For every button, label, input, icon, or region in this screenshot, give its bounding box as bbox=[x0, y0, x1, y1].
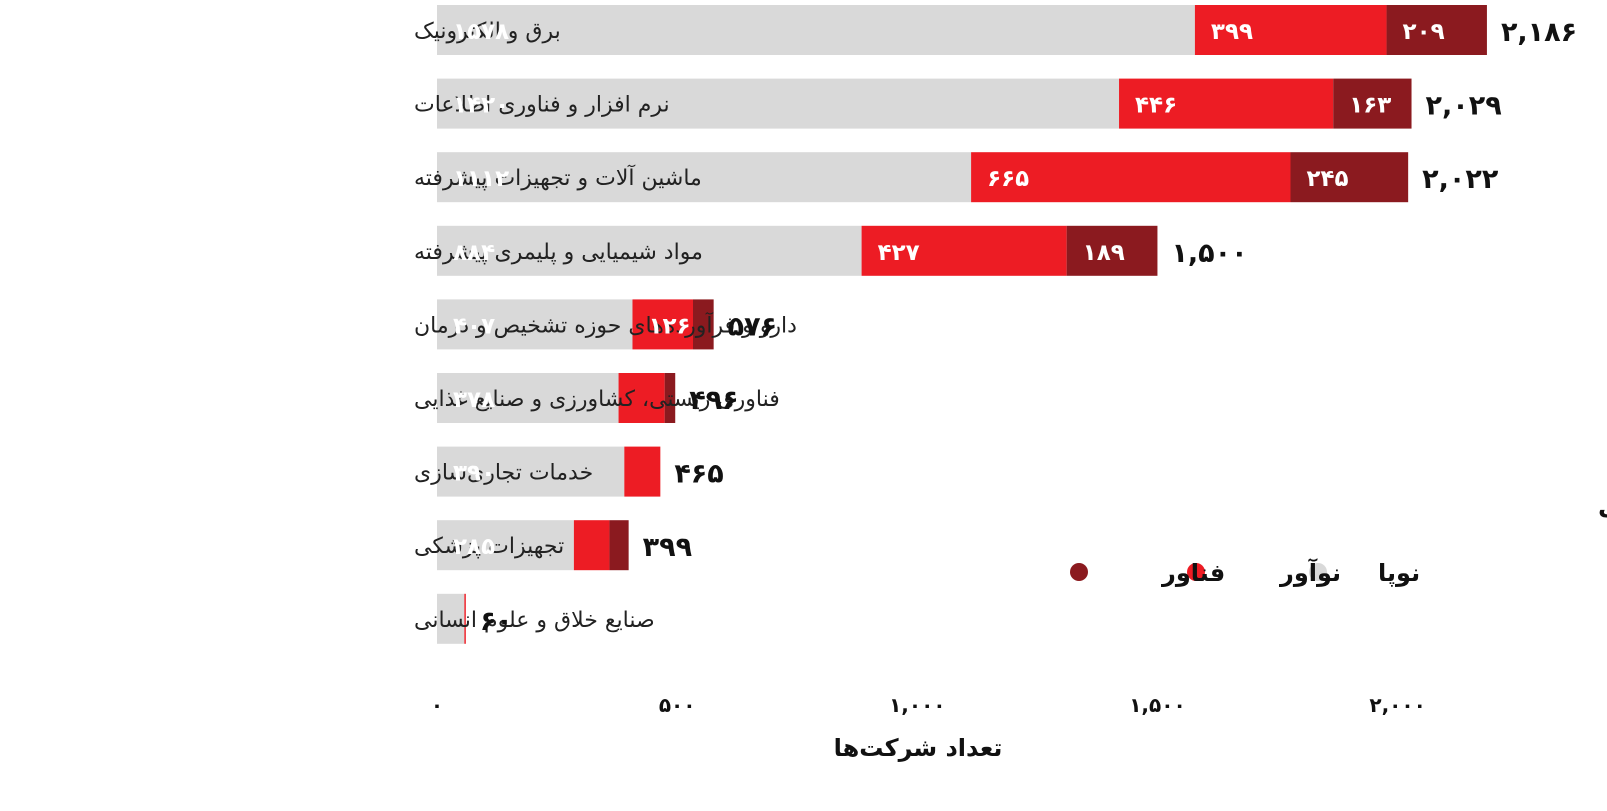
bar-segment bbox=[437, 593, 465, 644]
segment-value-label: ۶۶۵ bbox=[987, 166, 1029, 192]
bar-segment bbox=[437, 446, 625, 497]
segment-value-label: ۱۸۹ bbox=[1083, 240, 1125, 266]
segment-value-label: ۱۱۱۲ bbox=[453, 166, 509, 192]
legend-label: نوپا bbox=[1378, 559, 1420, 587]
x-axis: ۰ ۵۰۰ ۱,۰۰۰ ۱,۵۰۰ ۲,۰۰۰ bbox=[431, 693, 1426, 717]
bar-segment bbox=[1194, 5, 1387, 55]
bar-segment bbox=[437, 373, 619, 423]
x-tick-label: ۰ bbox=[431, 693, 443, 717]
legend-swatch bbox=[1070, 563, 1088, 581]
total-value-label: ۲,۰۲۹ bbox=[1426, 91, 1502, 122]
legend-label: فناور bbox=[1161, 559, 1225, 587]
segment-value-label: ۴۴۶ bbox=[1135, 93, 1177, 119]
bar-segment bbox=[1119, 78, 1334, 129]
legend-swatch bbox=[1309, 563, 1327, 581]
bar-segment bbox=[437, 78, 1120, 129]
total-value-label: ۳۹۹ bbox=[643, 532, 692, 563]
bar-segment bbox=[664, 373, 676, 423]
total-value-label: ۴۹۶ bbox=[689, 385, 738, 416]
total-value-label: ۵۷۶ bbox=[728, 311, 777, 342]
category-label: خدمات تجاری‌سازی bbox=[414, 461, 593, 486]
segment-value-label: ۲۸۵ bbox=[453, 534, 495, 560]
segment-value-label: ۱۴۲۰ bbox=[453, 93, 509, 119]
bar-segment bbox=[632, 299, 693, 350]
x-tick-label: ۱,۰۰۰ bbox=[889, 693, 945, 717]
x-tick-label: ۱,۵۰۰ bbox=[1129, 693, 1185, 717]
bar-segment bbox=[1386, 5, 1487, 55]
category-label: دارو و فرآورده‌های حوزه تشخیص و درمان bbox=[414, 311, 797, 338]
segment-value-label: ۱۵۷۸ bbox=[453, 19, 509, 45]
bar-segment bbox=[971, 152, 1291, 203]
category-label: نرم افزار و فناوری اطلاعات bbox=[414, 93, 670, 118]
segment-value-label: ۳۹۹ bbox=[1211, 19, 1253, 45]
segment-value-label: ۳۹۰ bbox=[453, 461, 495, 487]
bar-segment bbox=[464, 593, 466, 644]
segment-value-label: ۲۴۵ bbox=[1306, 166, 1348, 192]
bar-segment bbox=[693, 299, 714, 350]
segment-value-label: ۴۲۷ bbox=[878, 240, 920, 266]
bar-segment bbox=[437, 5, 1195, 55]
segment-value-label: ۳۷۸ bbox=[453, 387, 495, 413]
total-value-label: ۶۰ bbox=[480, 606, 513, 637]
category-label: برق و الکترونیک bbox=[414, 19, 561, 44]
total-value-label: ۲,۱۸۶ bbox=[1501, 17, 1577, 48]
category-label: ماشین آلات و تجهیزات پیشرفته bbox=[414, 164, 702, 191]
bar-segment bbox=[609, 520, 629, 571]
category-label: صنایع خلاق و علوم انسانی bbox=[414, 608, 655, 633]
total-value-label: ۱,۵۰۰ bbox=[1171, 238, 1247, 269]
bar-segment bbox=[624, 446, 661, 497]
x-axis-title: تعداد شرکت‌ها bbox=[834, 734, 1003, 762]
chart-title: تعداد شرکت‌های دانش‌بنیان به تفکیک حوزه‌… bbox=[1598, 492, 1607, 522]
bars-layer bbox=[437, 5, 1487, 644]
bar-segment bbox=[437, 152, 972, 203]
bar-segment bbox=[573, 520, 610, 571]
legend-swatch bbox=[1187, 563, 1205, 581]
bar-segment bbox=[861, 225, 1067, 276]
category-label: تجهیزات پزشکی bbox=[414, 534, 564, 559]
total-value-label: ۲,۰۲۲ bbox=[1422, 164, 1499, 195]
x-tick-label: ۵۰۰ bbox=[659, 693, 696, 717]
bar-segment bbox=[437, 520, 574, 571]
x-tick-label: ۲,۰۰۰ bbox=[1369, 693, 1425, 717]
total-value-label: ۴۶۵ bbox=[674, 459, 723, 490]
segment-value-label: ۱۶۳ bbox=[1349, 93, 1391, 119]
legend: نوپا نوآور فناور bbox=[1070, 558, 1420, 587]
legend-label: نوآور bbox=[1279, 558, 1341, 587]
segment-value-label: ۴۰۷ bbox=[453, 313, 495, 339]
bar-segment bbox=[1290, 152, 1409, 203]
segment-value-label: ۱۲۶ bbox=[648, 313, 690, 339]
segment-value-label: ۲۰۹ bbox=[1403, 19, 1445, 45]
category-label: فناوری زیستی، کشاورزی و صنایع غذایی bbox=[414, 387, 780, 412]
bar-segment bbox=[437, 299, 633, 350]
bar-segment bbox=[1333, 78, 1412, 129]
bar-segment bbox=[1066, 225, 1158, 276]
bar-segment bbox=[618, 373, 665, 423]
bar-segment bbox=[437, 225, 862, 276]
category-label: مواد شیمیایی و پلیمری پیشرفته bbox=[414, 240, 703, 265]
segment-value-label: ۸۸۴ bbox=[453, 240, 495, 266]
